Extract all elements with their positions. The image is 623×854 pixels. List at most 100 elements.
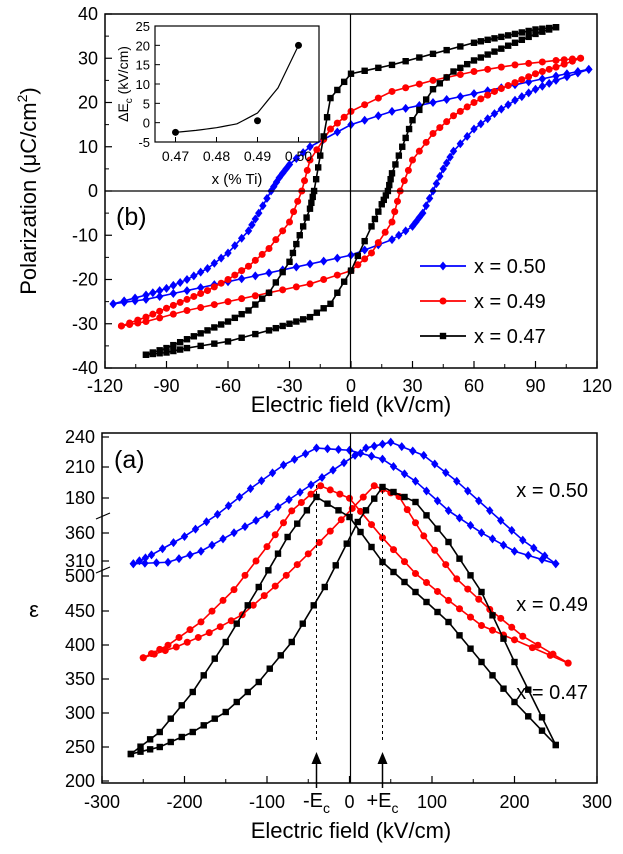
data-point bbox=[442, 158, 451, 168]
panel-b-axes: -120 -90 -60 -30 0 30 60 90 120 -40 -30 -20 -10 0 10 20… bbox=[72, 4, 612, 396]
data-point bbox=[323, 444, 332, 454]
data-point bbox=[279, 460, 288, 470]
data-point bbox=[379, 558, 386, 566]
data-point bbox=[511, 636, 518, 644]
data-point bbox=[351, 450, 359, 460]
data-point bbox=[456, 605, 463, 613]
data-point bbox=[180, 531, 189, 541]
data-point bbox=[317, 152, 324, 159]
data-point bbox=[442, 561, 450, 569]
data-point bbox=[431, 459, 439, 469]
ec-label-sub: c bbox=[392, 800, 399, 816]
data-point bbox=[519, 632, 527, 640]
data-point bbox=[497, 614, 505, 622]
data-point bbox=[409, 117, 416, 124]
data-point bbox=[532, 70, 539, 78]
data-point bbox=[340, 278, 348, 285]
data-point bbox=[412, 588, 419, 596]
y-tick-label: 500 bbox=[65, 566, 95, 586]
data-point bbox=[388, 106, 396, 116]
data-point bbox=[484, 36, 491, 44]
ec-label-main: -E bbox=[303, 790, 323, 812]
data-point bbox=[333, 119, 341, 127]
data-point bbox=[241, 522, 249, 532]
data-point bbox=[453, 575, 461, 583]
inset-content: 0.47 0.48 0.49 0.50 -5 0 5 10 15 20 25 bbox=[136, 19, 313, 164]
epsilon-line bbox=[142, 484, 569, 664]
data-point bbox=[238, 334, 245, 341]
y-tick-label: 400 bbox=[65, 635, 95, 655]
ec-label-main: +E bbox=[366, 790, 391, 812]
data-point bbox=[362, 507, 370, 514]
data-point bbox=[222, 638, 229, 646]
x-tick-label: -100 bbox=[249, 792, 285, 812]
inset-y-tick-label: 5 bbox=[143, 96, 150, 111]
data-point bbox=[203, 263, 212, 273]
data-point bbox=[450, 112, 457, 120]
data-point bbox=[538, 68, 546, 76]
data-point bbox=[552, 24, 560, 31]
data-point bbox=[222, 708, 229, 716]
data-point bbox=[497, 516, 505, 526]
data-point bbox=[167, 738, 174, 746]
data-point bbox=[296, 487, 304, 497]
data-point bbox=[208, 540, 216, 550]
data-point bbox=[279, 286, 287, 294]
data-point bbox=[129, 559, 138, 569]
data-point bbox=[183, 336, 191, 343]
data-point bbox=[332, 562, 339, 569]
data-point bbox=[497, 63, 505, 71]
data-point bbox=[463, 103, 471, 111]
data-point bbox=[467, 645, 474, 652]
data-point bbox=[361, 67, 368, 74]
data-point bbox=[552, 56, 560, 64]
data-point bbox=[163, 349, 170, 356]
data-point bbox=[402, 134, 409, 142]
data-point bbox=[146, 736, 154, 743]
data-point bbox=[374, 239, 382, 247]
data-point bbox=[217, 321, 225, 328]
data-point bbox=[488, 534, 497, 544]
x-tick-label: 90 bbox=[525, 376, 545, 396]
data-point bbox=[336, 490, 344, 498]
legend-label: x = 0.49 bbox=[474, 291, 546, 313]
data-point bbox=[303, 507, 311, 514]
y-tick-label: 360 bbox=[65, 523, 95, 543]
data-point bbox=[200, 672, 207, 679]
data-point bbox=[183, 295, 191, 303]
data-point bbox=[463, 131, 471, 141]
data-point bbox=[233, 698, 240, 706]
data-point bbox=[312, 176, 320, 183]
data-point bbox=[263, 193, 271, 203]
data-point bbox=[301, 449, 310, 459]
data-point bbox=[564, 659, 572, 667]
data-point bbox=[245, 262, 252, 270]
inset-x-tick-label: 0.50 bbox=[285, 148, 312, 164]
data-point bbox=[388, 170, 396, 177]
panel-b-legend: x = 0.50 x = 0.49 x = 0.47 bbox=[420, 256, 546, 348]
data-point bbox=[412, 519, 419, 527]
data-point bbox=[319, 256, 328, 266]
data-point bbox=[477, 528, 486, 538]
data-point bbox=[511, 39, 519, 46]
y-tick-label: 250 bbox=[65, 737, 95, 757]
data-point bbox=[393, 197, 401, 205]
data-point bbox=[216, 623, 224, 631]
data-point bbox=[511, 95, 519, 105]
data-point bbox=[541, 551, 549, 561]
data-point bbox=[511, 658, 518, 666]
data-point bbox=[552, 741, 559, 749]
data-point bbox=[263, 509, 271, 519]
data-point bbox=[320, 133, 327, 140]
data-point bbox=[255, 678, 262, 686]
epsilon-line bbox=[130, 485, 557, 755]
data-point bbox=[167, 715, 174, 722]
data-point bbox=[251, 292, 259, 300]
data-point bbox=[368, 521, 375, 529]
data-point bbox=[318, 473, 326, 483]
panel-a-ylabel: ε bbox=[29, 597, 39, 622]
data-point bbox=[323, 114, 331, 121]
data-point bbox=[161, 647, 169, 655]
x-tick-label: 0 bbox=[344, 792, 354, 812]
data-point bbox=[294, 520, 301, 527]
